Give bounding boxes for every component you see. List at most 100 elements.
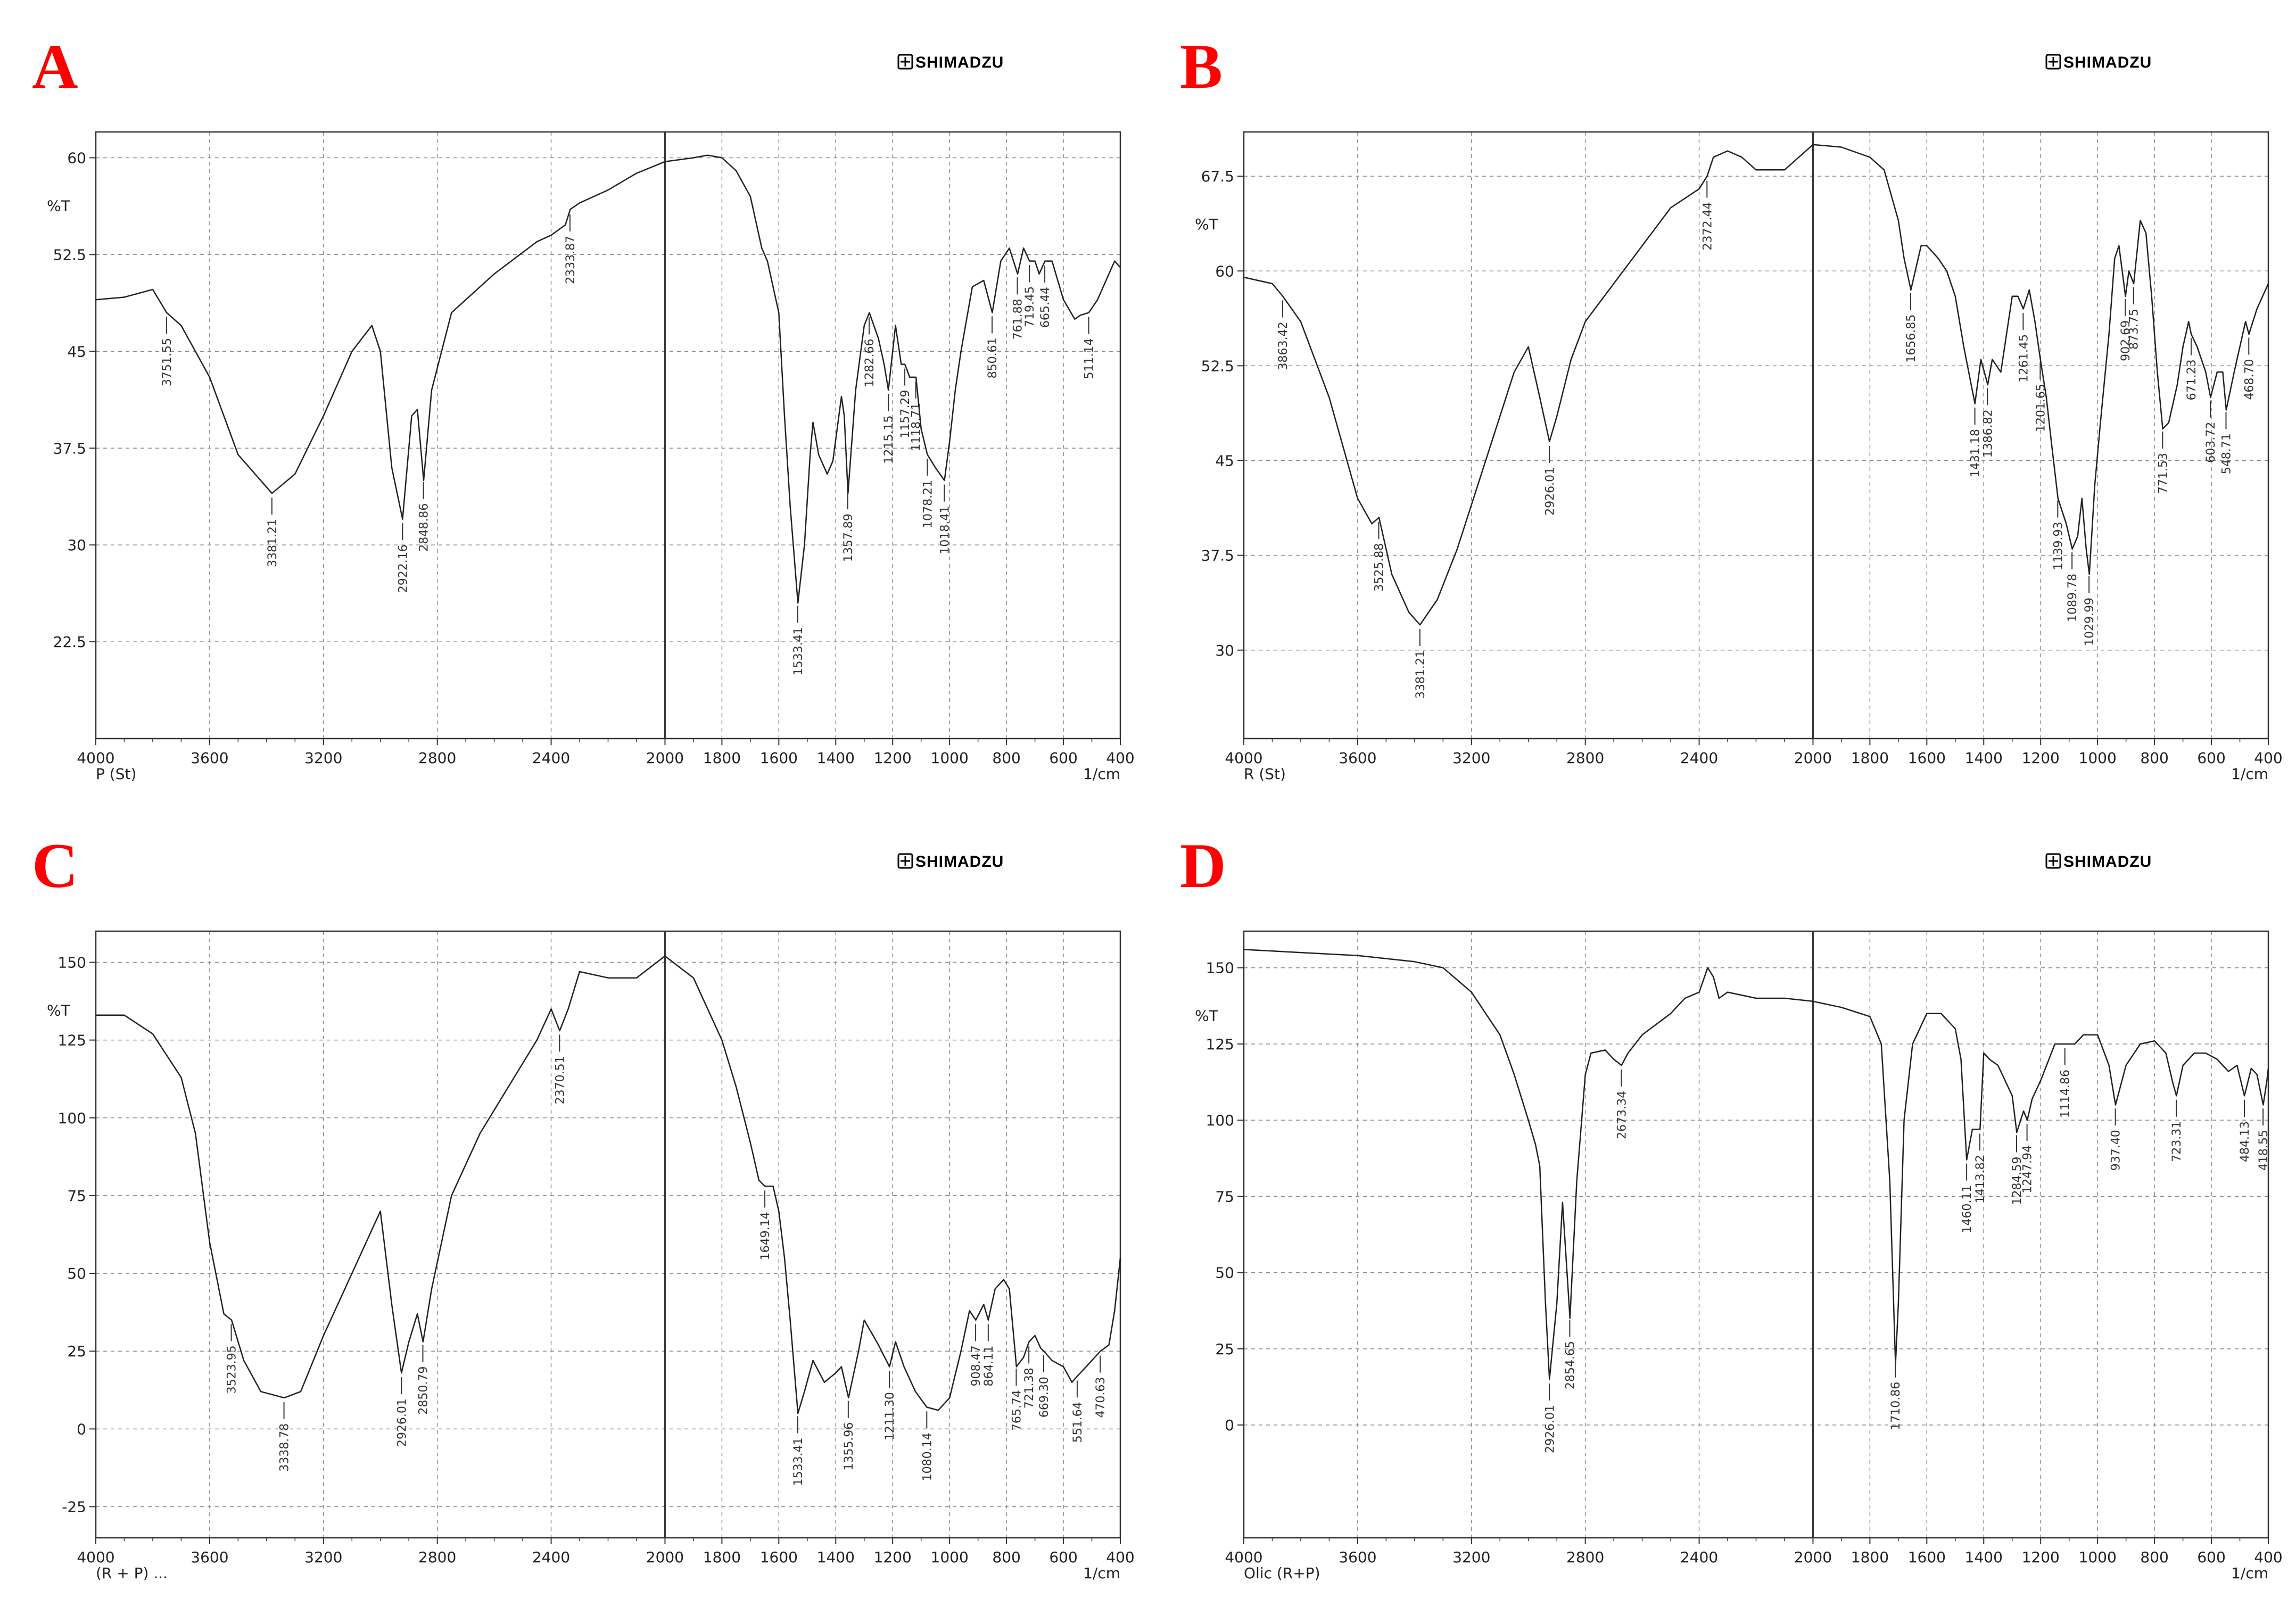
peak-label: 1139.93	[2052, 522, 2065, 570]
spectrum-line	[1243, 949, 2269, 1380]
x-tick-label: 1000	[2079, 749, 2117, 767]
peak-marker: 1284.59	[2011, 1135, 2024, 1205]
x-axis-unit: 1/cm	[2231, 1564, 2268, 1582]
peak-marker: 1431.18	[1969, 408, 1983, 477]
sample-label: R (St)	[1244, 765, 1286, 783]
peak-label: 1710.86	[1889, 1382, 1903, 1430]
x-tick-label: 1200	[874, 1548, 912, 1566]
peak-marker: 1386.82	[1981, 388, 1995, 458]
peak-label: 603.72	[2204, 422, 2218, 463]
peak-marker: 3523.95	[226, 1324, 239, 1394]
ftir-chart-a: A SHIMADZU 22.5 30 37.5 45 52.5 60 %T 4000 3600 320…	[32, 31, 1135, 783]
peak-marker: 2333.87	[564, 214, 577, 284]
peak-label: 671.23	[2185, 359, 2199, 400]
peak-marker: 1460.11	[1961, 1163, 1974, 1233]
x-tick-label: 3600	[191, 1548, 228, 1566]
x-tick-label: 1600	[1908, 749, 1946, 767]
ftir-chart-d: D SHIMADZU 0 25 50 75 100 125 150 %T 4000 3600 3200 2…	[1180, 830, 2283, 1582]
spectrum-panel-c: C SHIMADZU -25 0 25 50 75 100 125 150 %T 4000 3600 32…	[0, 799, 1148, 1598]
peak-marker: 1656.85	[1905, 293, 1918, 363]
shimadzu-logo-text: SHIMADZU	[2063, 853, 2152, 871]
x-tick-label: 2800	[1566, 749, 1604, 767]
sample-label: P (St)	[96, 765, 136, 783]
y-tick-label: 60	[67, 150, 86, 167]
ftir-chart-c: C SHIMADZU -25 0 25 50 75 100 125 150 %T 4000 3600 32…	[32, 830, 1135, 1582]
spectrum-panel-a: A SHIMADZU 22.5 30 37.5 45 52.5 60 %T 4000 3600 320…	[0, 0, 1148, 799]
peak-marker: 1282.66	[863, 317, 877, 387]
peak-label: 1201.65	[2034, 384, 2047, 432]
y-axis-unit: %T	[47, 197, 71, 215]
x-tick-label: 2400	[532, 749, 570, 767]
peak-marker: 1201.65	[2034, 362, 2047, 432]
x-tick-label: 400	[1106, 749, 1134, 767]
peak-marker: 1649.14	[759, 1190, 772, 1260]
peak-label: 1078.21	[921, 480, 935, 528]
peak-marker: 850.61	[986, 316, 1000, 378]
x-tick-label: 1800	[1851, 749, 1889, 767]
peak-label: 1431.18	[1969, 429, 1983, 477]
peak-label: 1355.96	[843, 1422, 856, 1471]
peak-label: 721.38	[1023, 1368, 1036, 1409]
panel-letter: B	[1180, 31, 1223, 102]
peak-marker: 2922.16	[397, 523, 410, 593]
shimadzu-logo: SHIMADZU	[897, 54, 1003, 71]
peak-label: 1460.11	[1961, 1185, 1974, 1233]
peak-label: 1649.14	[759, 1212, 772, 1260]
peak-label: 1261.45	[2017, 334, 2030, 383]
y-tick-label: 75	[67, 1187, 86, 1205]
peak-label: 1157.29	[899, 390, 912, 438]
x-tick-label: 800	[2140, 749, 2168, 767]
peak-marker: 721.38	[1023, 1346, 1036, 1409]
peak-marker: 1357.89	[842, 492, 855, 562]
peak-marker: 1018.41	[938, 484, 952, 554]
x-tick-label: 1400	[817, 1548, 855, 1566]
y-tick-label: 150	[58, 954, 86, 971]
peak-marker: 3863.42	[1277, 300, 1290, 370]
x-tick-label: 3200	[304, 1548, 342, 1566]
shimadzu-logo: SHIMADZU	[2045, 853, 2152, 871]
peak-label: 723.31	[2170, 1121, 2184, 1162]
x-tick-label: 600	[2197, 1548, 2225, 1566]
x-tick-label: 1200	[874, 749, 912, 767]
y-axis-unit: %T	[47, 1001, 71, 1019]
peak-marker: 671.23	[2185, 338, 2199, 400]
y-tick-label: 0	[1225, 1416, 1234, 1434]
peak-label: 3381.21	[266, 519, 279, 567]
ftir-chart-b: B SHIMADZU 30 37.5 45 52.5 60 67.5 %T 4000 3600 320…	[1180, 31, 2283, 783]
shimadzu-logo-text: SHIMADZU	[2063, 54, 2152, 71]
x-axis-unit: 1/cm	[2231, 765, 2268, 783]
x-tick-label: 1400	[1965, 749, 2003, 767]
peak-label: 548.71	[2220, 433, 2233, 474]
peak-marker: 2673.34	[1615, 1069, 1629, 1139]
y-tick-label: 125	[1206, 1035, 1234, 1053]
x-tick-label: 600	[2197, 749, 2225, 767]
peak-marker: 1029.99	[2083, 576, 2096, 646]
x-tick-label: 1400	[1965, 1548, 2003, 1566]
peak-marker: 765.74	[1010, 1369, 1023, 1431]
peak-label: 1029.99	[2083, 598, 2096, 646]
x-tick-label: 400	[1106, 1548, 1134, 1566]
peak-label: 2673.34	[1615, 1091, 1629, 1139]
peak-marker: 2370.51	[554, 1034, 567, 1104]
sample-label: (R + P) ...	[96, 1564, 168, 1582]
x-tick-label: 1800	[703, 749, 741, 767]
peak-label: 873.75	[2128, 309, 2141, 350]
y-tick-label: 100	[58, 1109, 86, 1127]
x-tick-label: 600	[1049, 749, 1077, 767]
peak-marker: 1533.41	[792, 1416, 805, 1486]
peak-label: 551.64	[1071, 1402, 1085, 1443]
x-tick-label: 1600	[760, 749, 798, 767]
peak-label: 719.45	[1023, 286, 1037, 327]
peak-label: 902.69	[2119, 320, 2133, 361]
peak-marker: 1533.41	[792, 606, 805, 676]
peak-label: 1284.59	[2011, 1157, 2024, 1205]
y-tick-label: 37.5	[1201, 547, 1234, 565]
x-tick-label: 1000	[2079, 1548, 2117, 1566]
x-tick-label: 1000	[931, 749, 969, 767]
x-tick-label: 2400	[1680, 1548, 1718, 1566]
peak-label: 3525.88	[1373, 543, 1386, 592]
y-tick-label: 45	[1215, 452, 1234, 470]
peak-label: 2926.01	[1543, 1405, 1557, 1453]
peak-marker: 665.44	[1039, 266, 1052, 328]
peak-label: 2926.01	[1543, 467, 1557, 516]
